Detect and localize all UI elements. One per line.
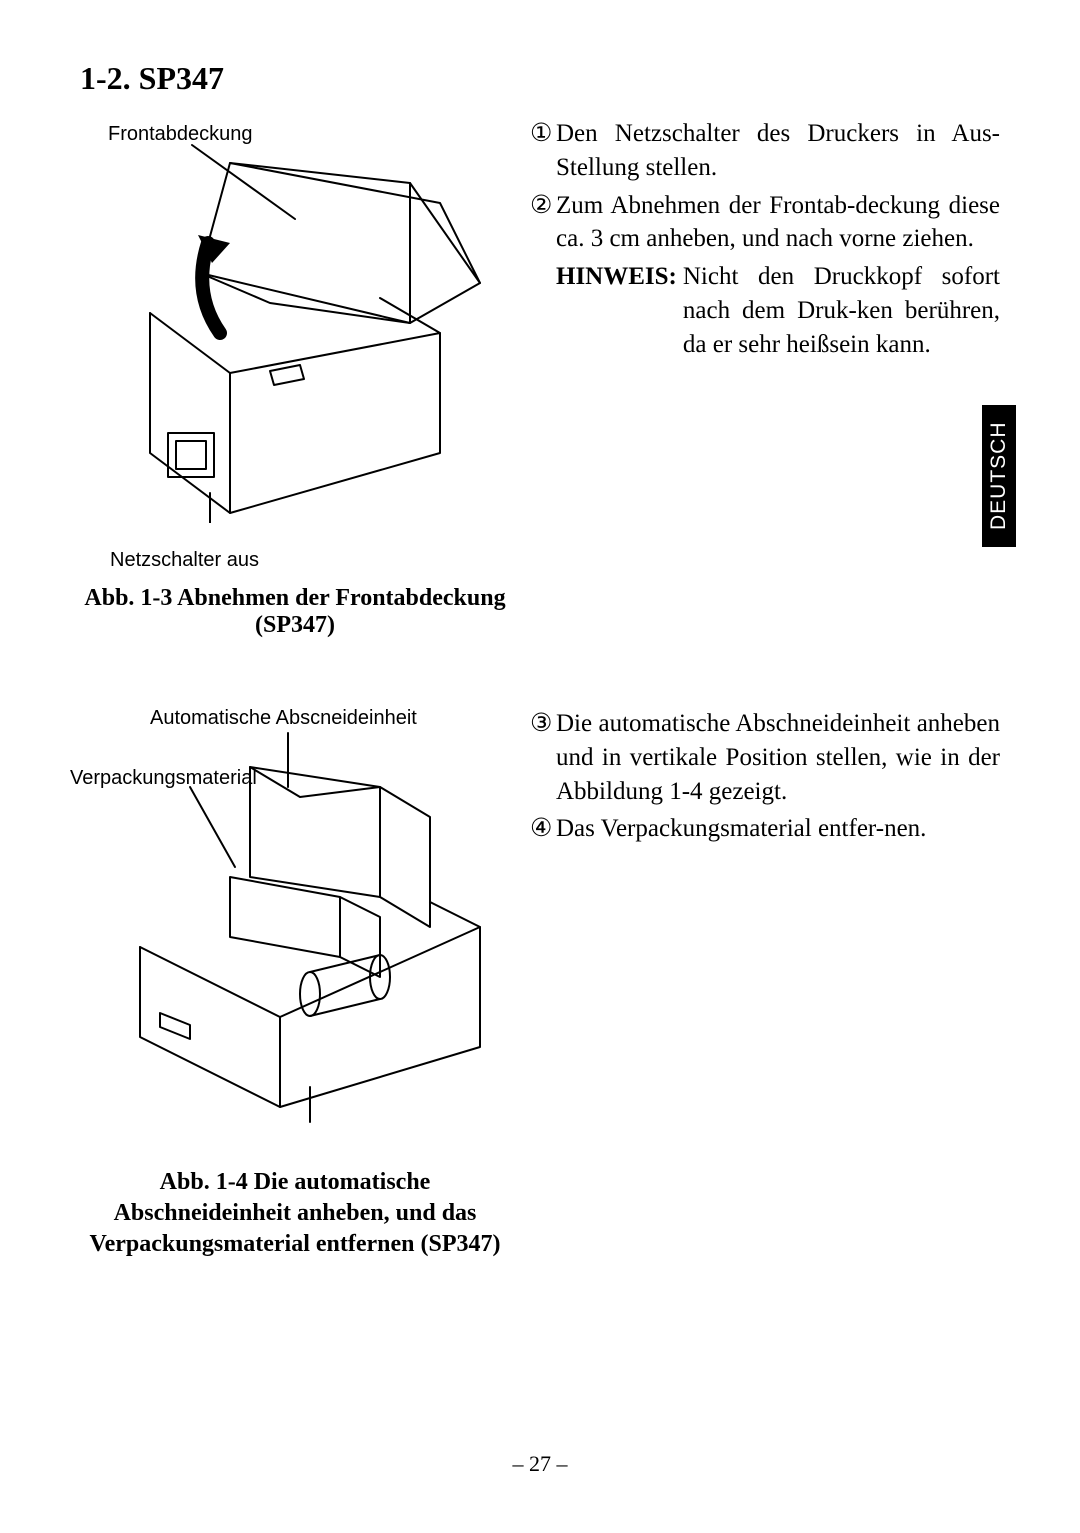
step-2: ② Zum Abnehmen der Frontab-deckung diese… bbox=[530, 189, 1000, 257]
steps-a: ① Den Netzschalter des Druckers in Aus-S… bbox=[510, 117, 1000, 365]
fig2-caption: Abb. 1-4 Die automatische Abschneideinhe… bbox=[80, 1167, 510, 1261]
step-4: ④ Das Verpackungsmaterial entfer-nen. bbox=[530, 812, 1000, 846]
step-2-text: Zum Abnehmen der Frontab-deckung diese c… bbox=[556, 189, 1000, 257]
step-3: ③ Die automatische Abschneideinheit anhe… bbox=[530, 707, 1000, 808]
circled-2: ② bbox=[530, 189, 552, 211]
step-1-text: Den Netzschalter des Druckers in Aus-Ste… bbox=[556, 117, 1000, 185]
step-1: ① Den Netzschalter des Druckers in Aus-S… bbox=[530, 117, 1000, 185]
fig1-caption: Abb. 1-3 Abnehmen der Frontabdeckung (SP… bbox=[80, 585, 510, 639]
circled-1: ① bbox=[530, 117, 552, 139]
fig1-caption-line2: (SP347) bbox=[255, 612, 335, 638]
figure-2-container: Automatische Abscneideinheit Verpackungs… bbox=[80, 707, 510, 1147]
row-2: Automatische Abscneideinheit Verpackungs… bbox=[80, 707, 1000, 1147]
language-tab: DEUTSCH bbox=[982, 405, 1016, 547]
fig1-label-top: Frontabdeckung bbox=[108, 123, 253, 146]
hint-label: HINWEIS: bbox=[556, 260, 677, 361]
circled-3: ③ bbox=[530, 707, 552, 729]
fig2-label-top: Automatische Abscneideinheit bbox=[150, 707, 417, 730]
step-4-text: Das Verpackungsmaterial entfer-nen. bbox=[556, 812, 1000, 846]
steps-b: ③ Die automatische Abschneideinheit anhe… bbox=[510, 707, 1000, 850]
figure-1-container: Frontabdeckung bbox=[80, 117, 510, 637]
fig2-caption-line2: Abschneideinheit anheben, und das bbox=[114, 1200, 477, 1226]
section-heading: 1-2. SP347 bbox=[80, 60, 1000, 97]
circled-4: ④ bbox=[530, 812, 552, 834]
fig2-caption-line1: Abb. 1-4 Die automatische bbox=[160, 1169, 431, 1195]
page: 1-2. SP347 Frontabdeckung bbox=[0, 0, 1080, 1533]
fig2-label-left: Verpackungsmaterial bbox=[70, 767, 257, 790]
fig1-label-bottom: Netzschalter aus bbox=[110, 549, 259, 572]
fig1-caption-line1: Abb. 1-3 Abnehmen der Frontabdeckung bbox=[84, 585, 505, 611]
row-1: Frontabdeckung bbox=[80, 117, 1000, 637]
hint-text: Nicht den Druckkopf sofort nach dem Druk… bbox=[677, 260, 1000, 361]
page-number: – 27 – bbox=[0, 1451, 1080, 1477]
figure-1-svg bbox=[80, 123, 500, 523]
fig2-caption-line3: Verpackungsmaterial entfernen (SP347) bbox=[89, 1231, 500, 1257]
step-hint: HINWEIS: Nicht den Druckkopf sofort nach… bbox=[530, 260, 1000, 361]
step-3-text: Die automatische Abschneideinheit anhebe… bbox=[556, 707, 1000, 808]
